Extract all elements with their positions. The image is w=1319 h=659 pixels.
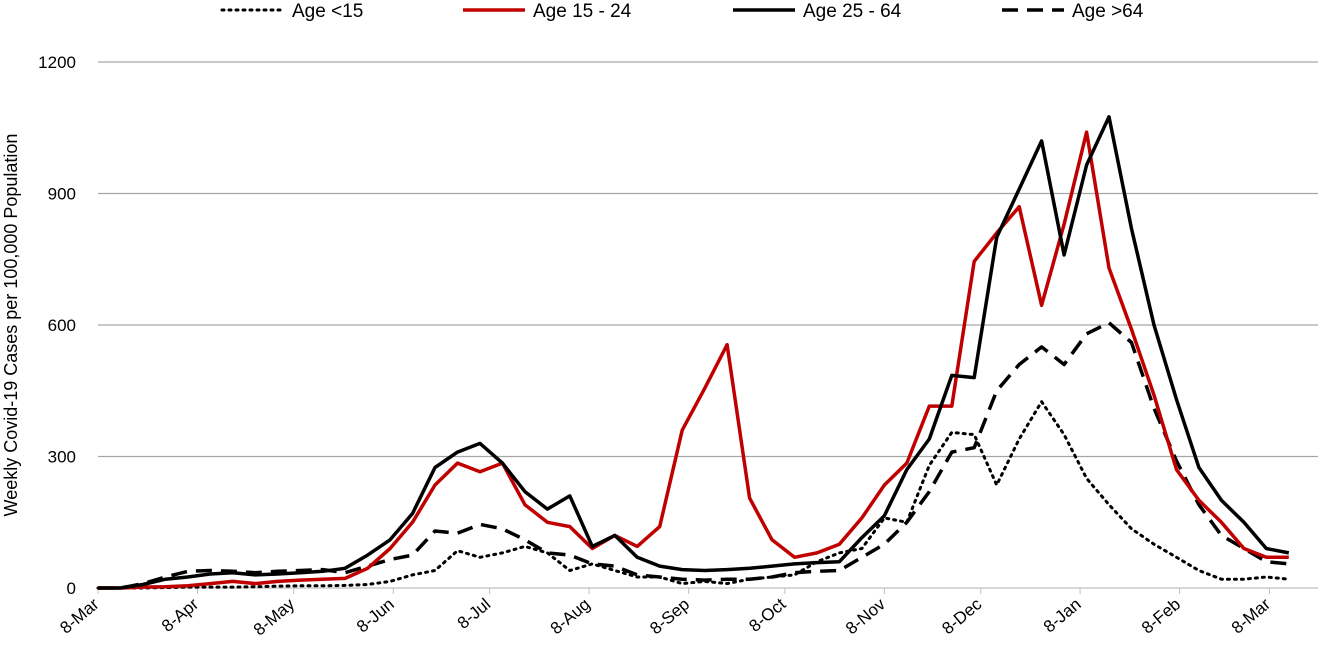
y-axis-title: Weekly Covid-19 Cases per 100,000 Popula… — [1, 134, 21, 517]
x-tick-label-11: 8-Feb — [1138, 595, 1184, 638]
y-axis: 0 300 600 900 1200 — [38, 53, 76, 598]
y-tick-label-1200: 1200 — [38, 53, 76, 72]
legend-label-2: Age 25 - 64 — [803, 1, 902, 22]
y-tick-label-0: 0 — [67, 579, 76, 598]
gridlines — [98, 61, 1318, 589]
x-tick-label-4: 8-Jul — [454, 595, 494, 633]
legend-label-1: Age 15 - 24 — [533, 1, 632, 22]
series-line-1 — [98, 130, 1289, 590]
x-tick-label-2: 8-May — [250, 594, 299, 639]
series-lines — [96, 115, 1291, 590]
x-tick-label-1: 8-Apr — [158, 594, 202, 635]
y-tick-label-600: 600 — [48, 316, 76, 335]
x-tick-label-10: 8-Jan — [1040, 595, 1085, 637]
series-line-3 — [98, 321, 1289, 590]
x-tick-label-6: 8-Sep — [646, 595, 693, 639]
y-tick-label-900: 900 — [48, 185, 76, 204]
series-line-2 — [98, 115, 1290, 590]
series-line-0 — [96, 400, 1291, 590]
x-tick-label-0: 8-Mar — [56, 594, 102, 637]
x-tick-label-8: 8-Nov — [842, 594, 889, 638]
legend: Age <15 Age 15 - 24 Age 25 - 64 Age >64 — [220, 1, 1144, 22]
y-tick-label-300: 300 — [48, 448, 76, 467]
x-tick-label-5: 8-Aug — [547, 595, 594, 639]
legend-label-0: Age <15 — [292, 1, 363, 22]
x-tick-label-7: 8-Oct — [745, 594, 789, 635]
legend-label-3: Age >64 — [1072, 1, 1144, 22]
x-tick-label-9: 8-Dec — [938, 594, 985, 638]
x-tick-label-3: 8-Jun — [353, 595, 398, 637]
x-tick-label-12: 8-Mar — [1228, 594, 1274, 637]
x-axis: 8-Mar 8-Apr 8-May 8-Jun 8-Jul 8-Aug 8-Sep 8-Oct… — [56, 588, 1274, 639]
